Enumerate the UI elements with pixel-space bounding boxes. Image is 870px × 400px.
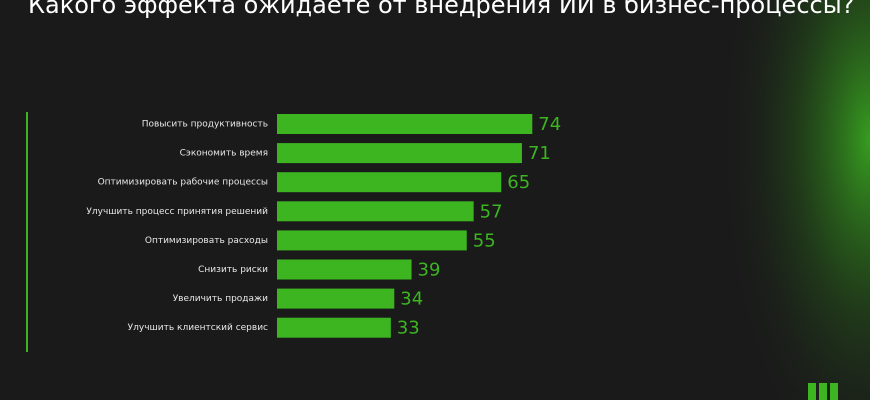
category-label: Оптимизировать рабочие процессы bbox=[98, 178, 268, 188]
value-label: 71 bbox=[528, 143, 551, 164]
value-label: 55 bbox=[473, 230, 496, 251]
bar bbox=[277, 143, 522, 164]
category-label: Повысить продуктивность bbox=[142, 120, 268, 130]
value-label: 57 bbox=[480, 201, 503, 222]
value-label: 39 bbox=[418, 260, 441, 281]
category-label: Оптимизировать расходы bbox=[145, 236, 268, 246]
bar bbox=[277, 201, 474, 222]
category-label: Увеличить продажи bbox=[173, 294, 268, 304]
logo bbox=[808, 383, 838, 400]
value-label: 33 bbox=[397, 318, 420, 339]
bar bbox=[277, 259, 412, 280]
bar bbox=[277, 172, 502, 193]
bar bbox=[277, 317, 391, 338]
value-label: 74 bbox=[538, 114, 561, 135]
value-label: 65 bbox=[507, 172, 530, 193]
category-label: Улучшить процесс принятия решений bbox=[86, 207, 268, 217]
bar bbox=[277, 114, 533, 134]
glow bbox=[700, 0, 870, 400]
bar bbox=[277, 288, 395, 309]
value-label: 34 bbox=[400, 289, 423, 310]
category-label: Снизить риски bbox=[198, 265, 268, 275]
chart-title: Какого эффекта ожидаете от внедрения ИИ … bbox=[28, 0, 854, 19]
bar bbox=[277, 230, 467, 251]
category-label: Сэкономить время bbox=[180, 149, 268, 159]
category-label: Улучшить клиентский сервис bbox=[128, 323, 268, 333]
